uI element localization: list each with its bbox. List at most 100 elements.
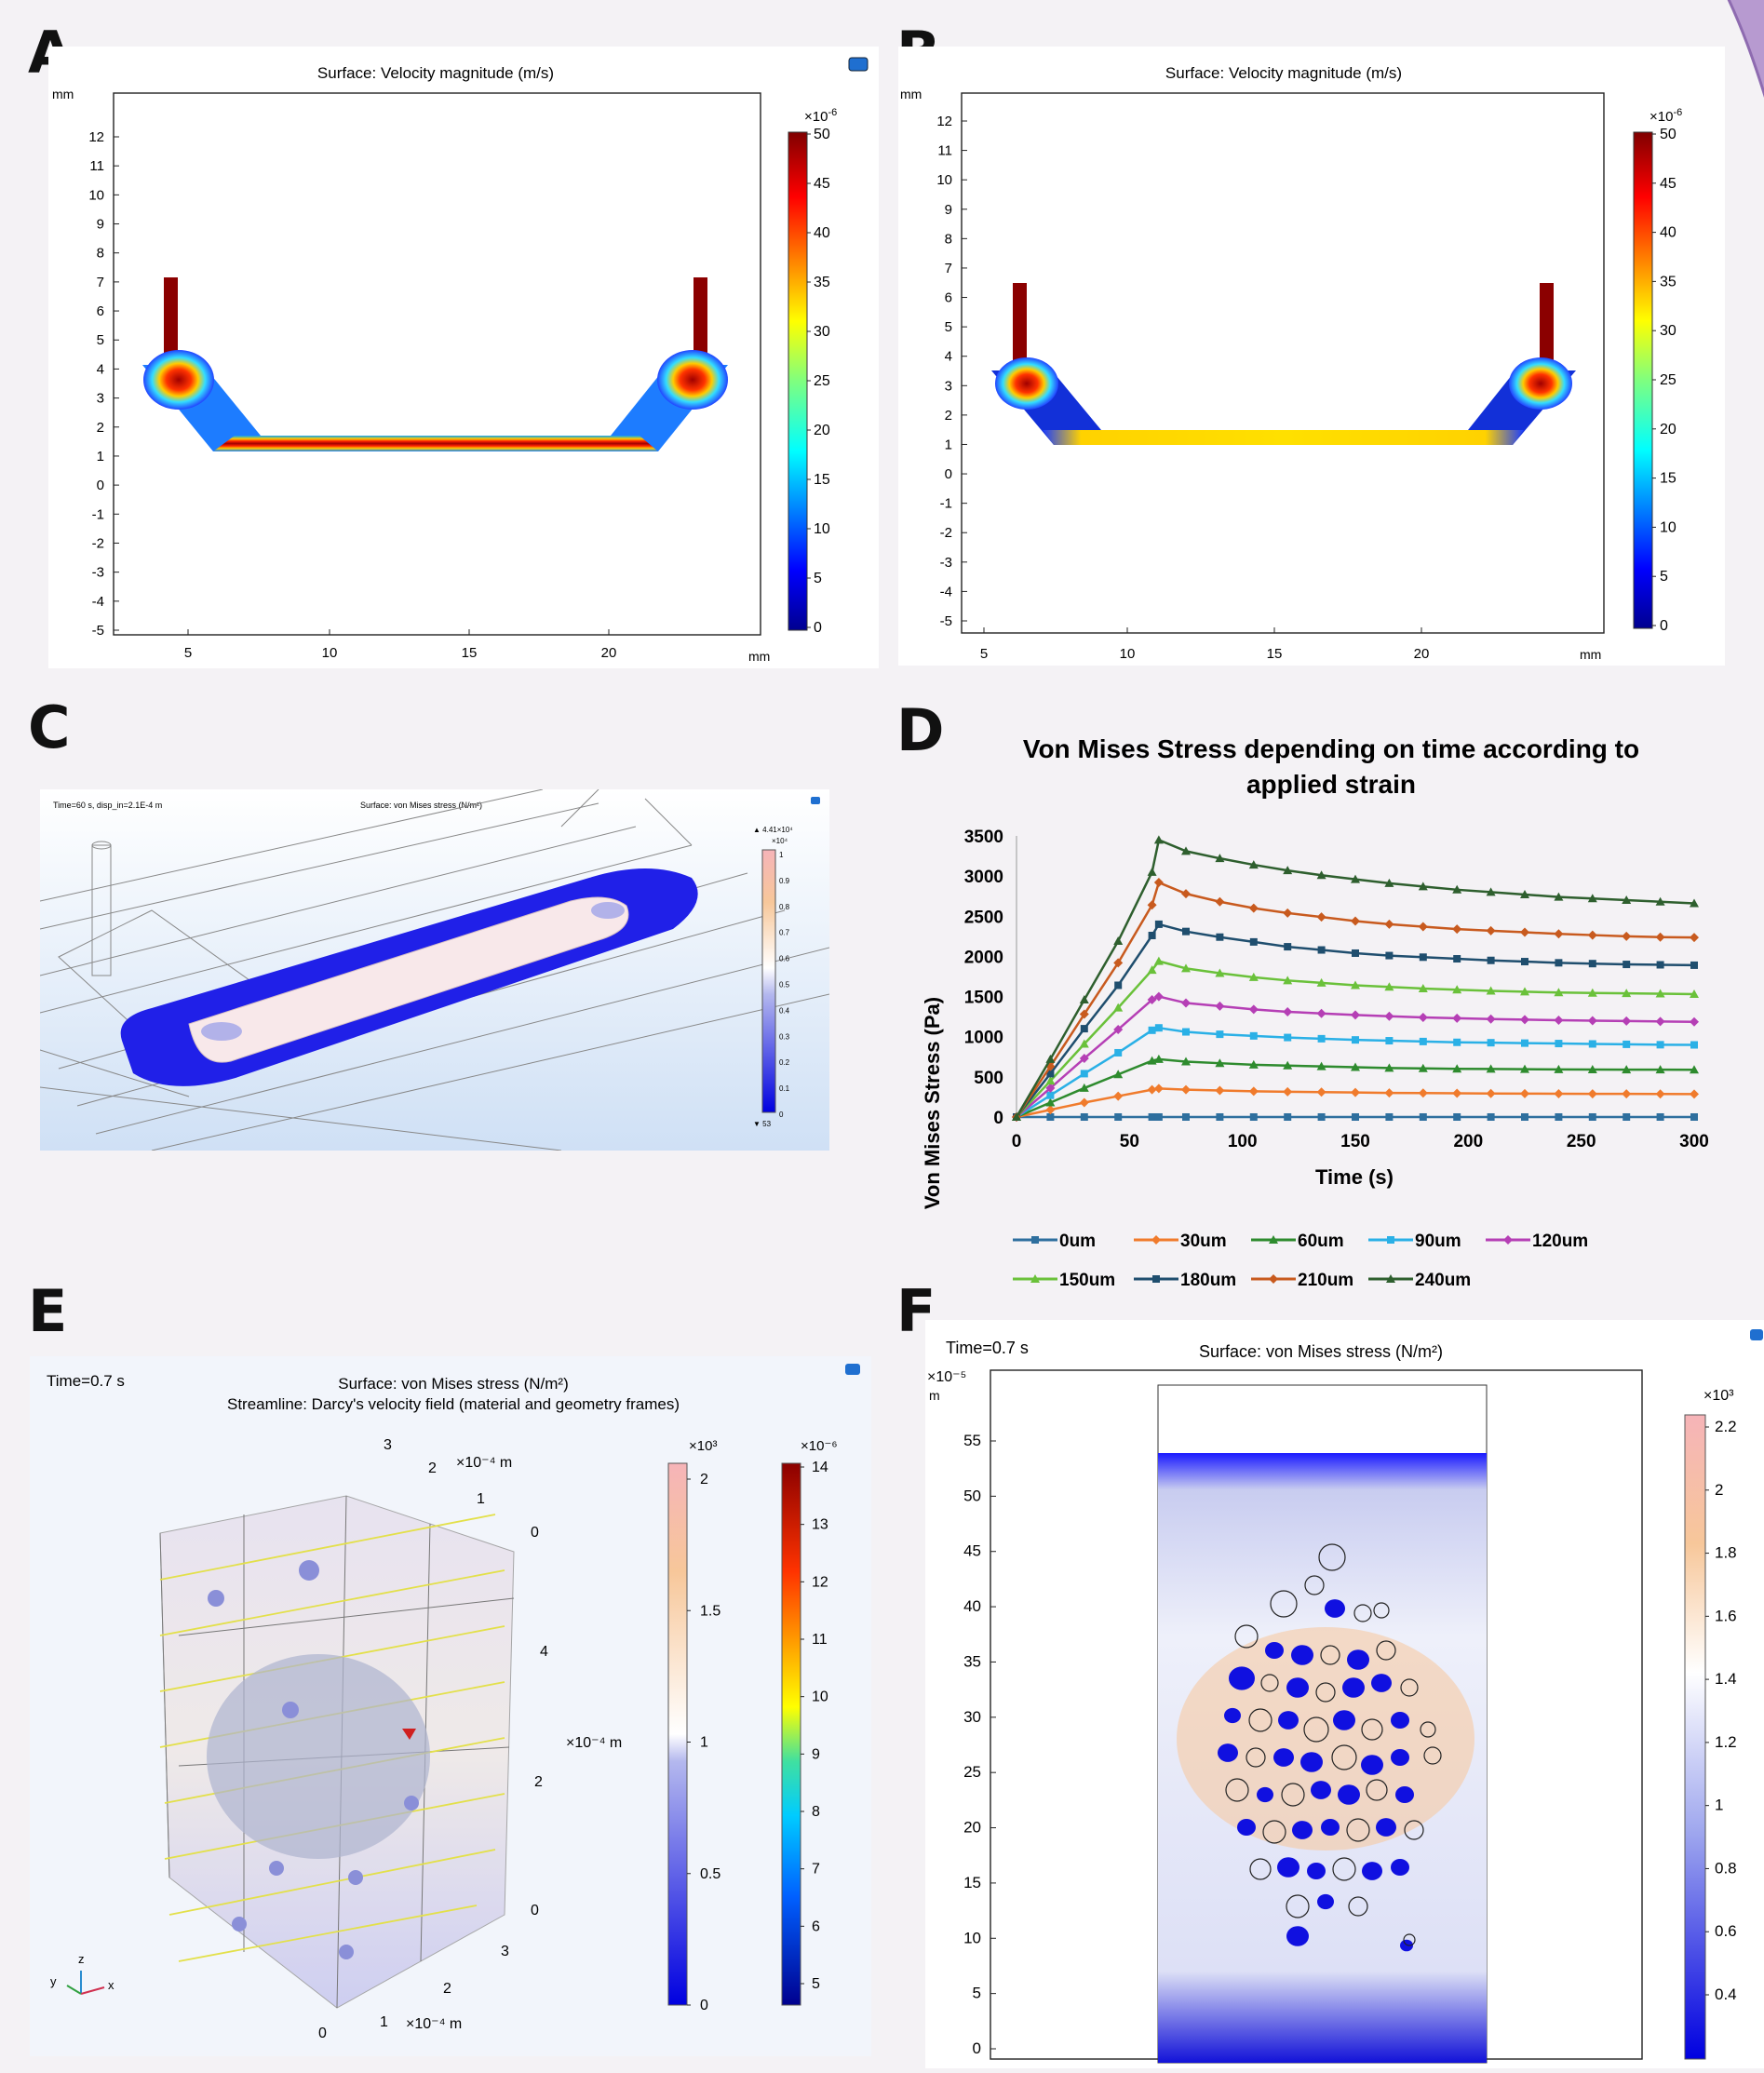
panel-f-y-tick-label: 0 xyxy=(973,2039,981,2057)
cell-outline xyxy=(1361,1718,1383,1741)
legend-marker xyxy=(1031,1236,1039,1244)
panel-a-y-tick-label: -4 xyxy=(92,594,104,610)
data-point-60um xyxy=(1283,1060,1293,1070)
data-point-240um xyxy=(1622,895,1632,905)
data-point-240um xyxy=(1587,894,1597,903)
panel-f-y-tick-label: 30 xyxy=(963,1708,981,1726)
data-point-90um xyxy=(1249,1031,1258,1040)
panel-a-y-tick-label: 11 xyxy=(89,158,104,174)
panel-a-y-tick-label: 3 xyxy=(97,391,104,407)
series-150um xyxy=(1012,956,1699,1121)
panel-f-cb-tick-label: 0.6 xyxy=(1715,1922,1737,1940)
data-point-30um xyxy=(1452,1088,1462,1098)
data-point-120um xyxy=(1587,1016,1597,1026)
legend-item-0um: 0um xyxy=(1013,1232,1096,1251)
panel-c-body-top xyxy=(188,896,629,1063)
panel-f-cb-tick-label: 1 xyxy=(1715,1797,1723,1814)
data-point-180um xyxy=(1317,946,1326,954)
panel-e-time-label: Time=0.7 s xyxy=(47,1372,125,1390)
panel-a-y-tick-label: -2 xyxy=(92,535,104,551)
panel-f-cb-ticks: 2.2 2 1.8 1.6 1.4 1.2 1 0.8 0.6 0.4 xyxy=(1705,1418,1737,2003)
panel-a-export-icon[interactable] xyxy=(848,57,869,72)
legend-marker xyxy=(1151,1235,1161,1245)
panel-c-cb-tick-label: 0.6 xyxy=(779,955,790,963)
data-point-0um xyxy=(1080,1113,1088,1121)
panel-f-export-icon[interactable] xyxy=(1750,1329,1763,1340)
panel-c-colorbar xyxy=(761,849,776,1113)
data-point-30um xyxy=(1113,1091,1124,1101)
panel-a-cb-tick-label: 20 xyxy=(814,423,830,438)
panel-b-x-unit: mm xyxy=(1580,647,1601,662)
panel-b-outlet-jet xyxy=(1509,357,1572,410)
data-point-90um xyxy=(1216,1030,1224,1039)
data-point-60um xyxy=(1316,1061,1326,1070)
panel-a-y-tick-label: -5 xyxy=(92,623,104,639)
data-point-180um xyxy=(1154,920,1163,928)
cell-dense xyxy=(1317,1893,1334,1910)
panel-e-cb1-tick-label: 1 xyxy=(700,1735,708,1751)
legend-item-150um: 150um xyxy=(1013,1271,1115,1290)
panel-c-export-icon[interactable] xyxy=(811,797,820,804)
panel-letter-d: D xyxy=(896,696,945,764)
data-point-90um xyxy=(1419,1037,1427,1045)
data-point-210um xyxy=(1655,932,1665,942)
panel-b-y-tick-label: 3 xyxy=(945,378,952,394)
data-point-90um xyxy=(1352,1036,1359,1044)
data-point-30um xyxy=(1587,1089,1597,1099)
data-point-240um xyxy=(1520,889,1529,898)
cell-dense xyxy=(1237,1819,1256,1836)
legend-marker xyxy=(1152,1275,1160,1283)
data-point-0um xyxy=(1114,1113,1123,1121)
data-point-210um xyxy=(1316,912,1326,922)
panel-f-y-exp: ×10⁻⁵ xyxy=(927,1369,966,1385)
data-point-120um xyxy=(1113,1024,1124,1034)
data-point-60um xyxy=(1079,1083,1089,1092)
data-point-0um xyxy=(1154,1113,1163,1121)
data-point-0um xyxy=(1453,1113,1461,1121)
panel-e-export-icon[interactable] xyxy=(845,1364,860,1375)
panel-e-cb2-tick-label: 13 xyxy=(812,1517,828,1533)
panel-e-arrow-red xyxy=(402,1729,416,1740)
cell-dense xyxy=(1361,1755,1383,1775)
data-point-0um xyxy=(1521,1113,1528,1121)
data-point-60um xyxy=(1486,1064,1496,1073)
data-point-210um xyxy=(1153,878,1164,888)
legend-item-240um: 240um xyxy=(1368,1271,1471,1290)
legend-marker xyxy=(1386,1274,1395,1283)
data-point-210um xyxy=(1452,924,1462,935)
data-point-240um xyxy=(1554,892,1564,901)
series-line-150um xyxy=(1016,960,1695,1118)
panel-b-inlet-jet xyxy=(995,357,1058,410)
data-point-60um xyxy=(1215,1058,1225,1068)
panel-d-xlabel: Time (s) xyxy=(1315,1165,1394,1189)
cell-dense xyxy=(1376,1818,1396,1837)
data-point-240um xyxy=(1283,866,1293,875)
data-point-0um xyxy=(1555,1113,1563,1121)
cell-outline xyxy=(1404,1820,1424,1840)
panel-e-cb1-exp: ×10³ xyxy=(689,1438,717,1454)
data-point-240um xyxy=(1351,874,1360,883)
series-30um xyxy=(1012,1084,1699,1122)
svg-text:0: 0 xyxy=(318,2026,327,2041)
legend-item-30um: 30um xyxy=(1134,1232,1227,1251)
data-point-150um xyxy=(1655,989,1665,998)
legend-label: 240um xyxy=(1415,1271,1471,1290)
cell-dense xyxy=(1278,1711,1299,1730)
panel-b-channel xyxy=(1043,430,1524,445)
panel-b-y-tick-label: 1 xyxy=(945,437,952,452)
panel-a-x-ticks: 5 10 15 20 xyxy=(184,629,616,661)
panel-d-x-tick-label: 100 xyxy=(1228,1132,1258,1151)
data-point-0um xyxy=(1690,1113,1698,1121)
cell-outline xyxy=(1420,1721,1436,1738)
data-point-30um xyxy=(1690,1089,1699,1099)
data-point-150um xyxy=(1690,989,1699,998)
panel-c-cb-tick-label: 0.7 xyxy=(779,929,790,937)
panel-c-plot: Time=60 s, disp_in=2.1E-4 m Surface: von… xyxy=(39,788,830,1151)
data-point-0um xyxy=(1216,1113,1224,1121)
panel-c-cb-tick-label: 0 xyxy=(779,1111,784,1119)
panel-a-axes-frame xyxy=(113,92,761,636)
panel-c-max-label: ▲ 4.41×10⁴ xyxy=(753,826,793,834)
panel-a-colorbar xyxy=(788,131,808,631)
data-point-90um xyxy=(1690,1041,1698,1049)
